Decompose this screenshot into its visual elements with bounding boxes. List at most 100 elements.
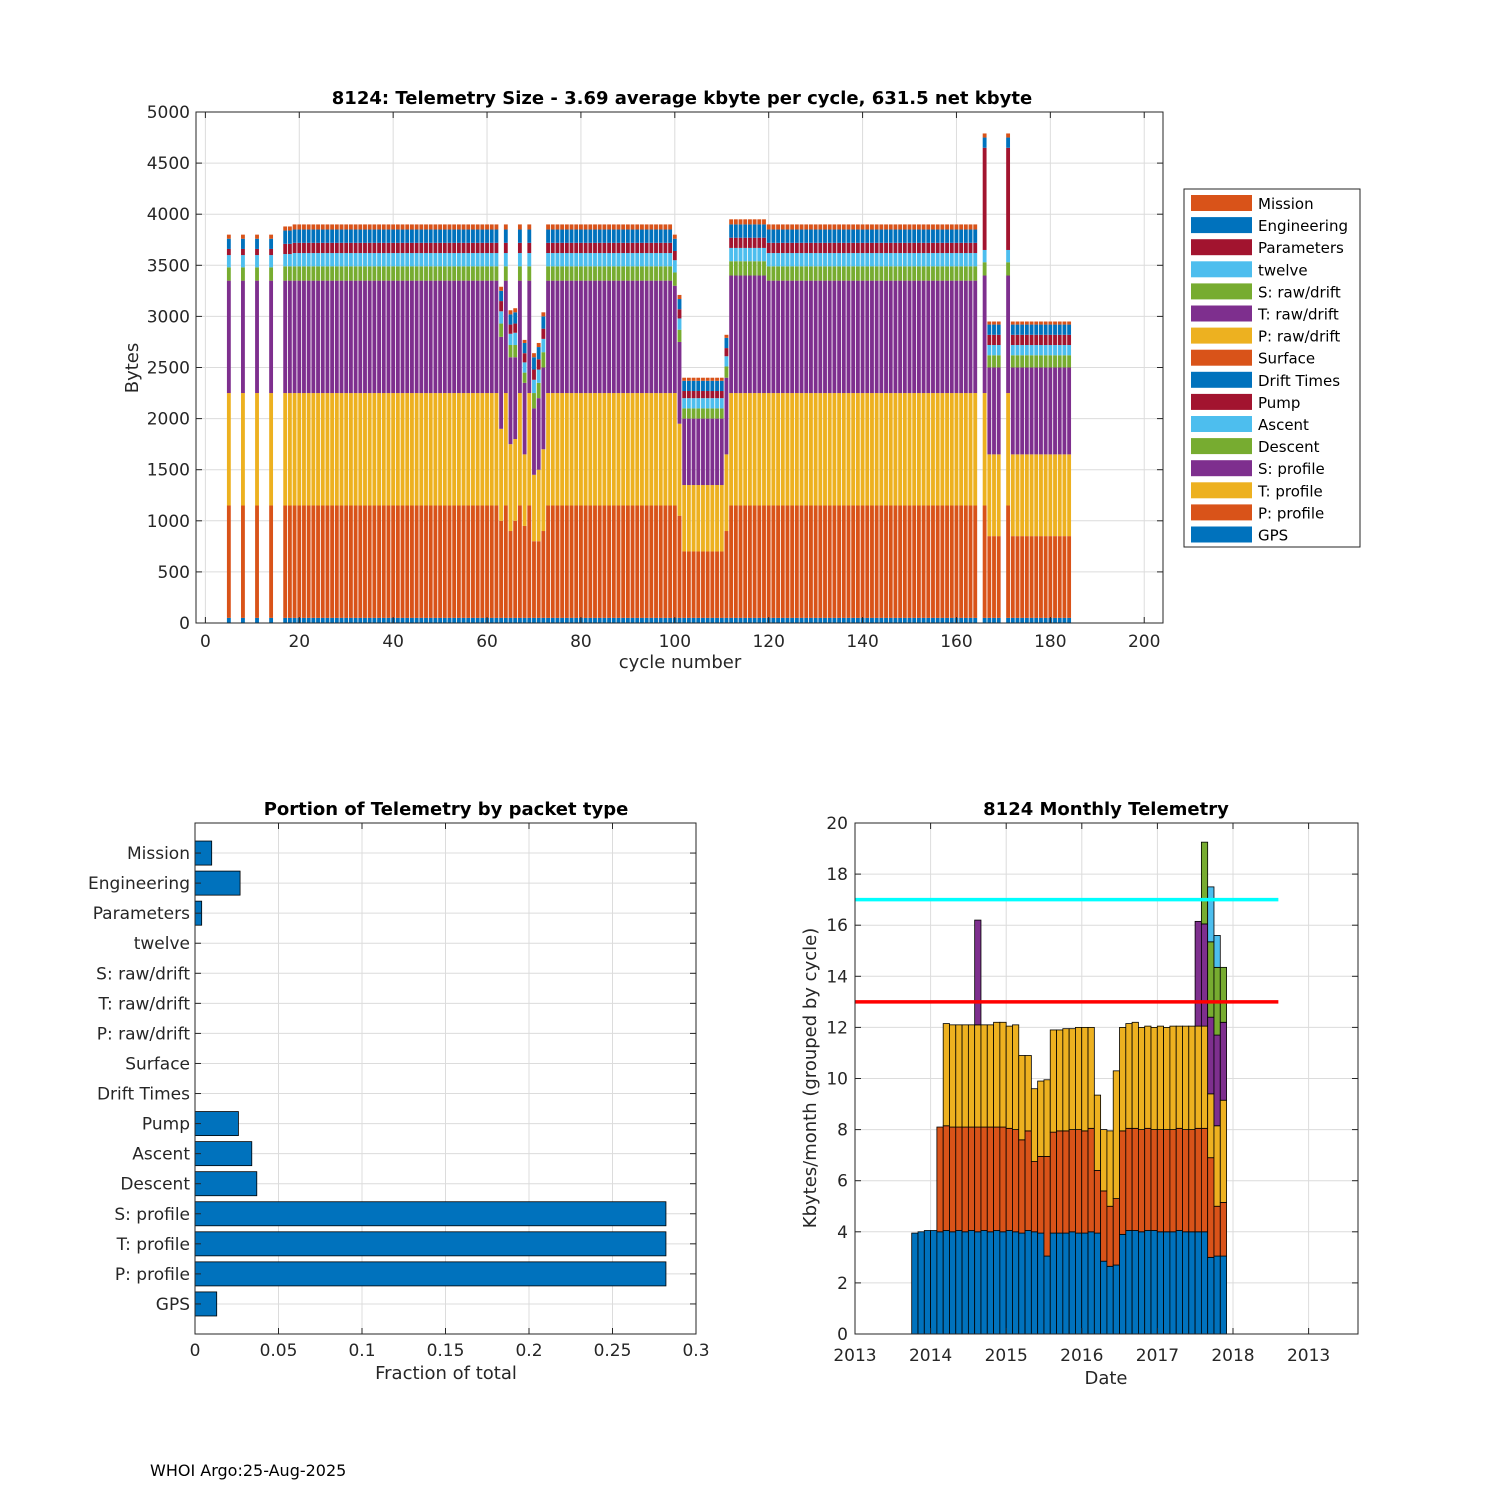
bar-segment [574, 617, 579, 623]
bar-segment [640, 224, 644, 230]
bar-segment [1057, 355, 1062, 368]
bar-segment [682, 617, 687, 623]
bar-segment [527, 242, 532, 254]
legend-swatch [1191, 327, 1252, 344]
bar-segment [654, 280, 658, 394]
bar-segment [649, 393, 654, 506]
bar-segment [1006, 133, 1011, 138]
bar-segment [729, 247, 734, 262]
bar-segment [710, 418, 715, 486]
bar-segment [701, 377, 705, 381]
bar-segment [391, 229, 396, 243]
bar-segment [489, 224, 494, 230]
bar-segment [992, 454, 996, 537]
bar-segment [898, 280, 903, 394]
bar-segment [860, 253, 865, 267]
bar-segment [419, 266, 424, 281]
bar-segment [269, 267, 274, 281]
bar-segment [386, 229, 391, 243]
bar-segment [461, 505, 466, 618]
bar-segment [771, 280, 776, 394]
bar-segment [766, 266, 771, 281]
bar-segment [621, 253, 626, 267]
bar-segment [597, 253, 602, 267]
category-label: P: profile [115, 1265, 190, 1285]
bar-segment [762, 219, 766, 225]
bar-segment [921, 617, 926, 623]
bar-segment [757, 261, 762, 276]
bar-segment [701, 617, 705, 623]
bar-segment [241, 234, 245, 239]
bar-segment [888, 505, 893, 618]
bar-segment [522, 454, 527, 526]
bar-segment [564, 280, 569, 394]
bar-segment [1200, 923, 1209, 1027]
bar-segment [682, 380, 687, 392]
category-label: Descent [120, 1175, 190, 1195]
bar-segment [921, 253, 926, 267]
bar-segment [865, 617, 870, 623]
chart-title: Portion of Telemetry by packet type [264, 799, 629, 820]
bar-segment [649, 266, 654, 281]
bar-segment [996, 321, 1001, 325]
bar-segment [701, 380, 705, 392]
bar-segment [325, 617, 330, 623]
bar-segment [1018, 1232, 1026, 1335]
bar-segment [776, 393, 780, 506]
bar-segment [1062, 1028, 1070, 1132]
bar-segment [564, 505, 569, 618]
bar-segment [1029, 321, 1034, 325]
bar-segment [893, 242, 898, 254]
bar-segment [818, 253, 823, 267]
bar-segment [1010, 345, 1015, 356]
bar-segment [1018, 1055, 1026, 1141]
bar-segment [442, 242, 447, 254]
bar-segment [813, 242, 818, 254]
bar-segment [302, 242, 306, 254]
bar-segment [724, 366, 729, 378]
bar-segment [391, 266, 396, 281]
bar-segment [1010, 617, 1015, 623]
bar-segment [607, 266, 612, 281]
x-tick-label: 0.25 [594, 1341, 632, 1361]
bar-segment [738, 247, 743, 262]
bar-segment [715, 377, 719, 381]
bar-segment [935, 393, 940, 506]
bar-segment [1188, 1231, 1196, 1335]
bar-segment [269, 393, 274, 506]
bar-segment [302, 617, 306, 623]
bar-segment [898, 242, 903, 254]
bar-segment [931, 266, 935, 281]
bar-segment [334, 253, 339, 267]
bar-segment [682, 377, 687, 381]
bar-segment [372, 253, 377, 267]
bar-segment [1119, 1233, 1127, 1335]
bar-segment [893, 224, 898, 230]
bar-segment [987, 345, 992, 356]
bar-segment [344, 253, 349, 267]
x-tick-labels: 0 20 40 60 80 100 120 140 160 180 200 [200, 632, 1160, 652]
bar-segment [879, 229, 884, 243]
bar-segment [884, 505, 888, 618]
bar-segment [1100, 1129, 1108, 1192]
bar-segment [386, 505, 391, 618]
bar-segment [410, 229, 414, 243]
bar-segment [471, 266, 475, 281]
bar-segment [672, 250, 677, 261]
bar-segment [297, 224, 302, 230]
bar-segment [579, 224, 583, 230]
bar-segment [630, 253, 635, 267]
bar-segment [447, 224, 452, 230]
bar-segment [926, 393, 931, 506]
bar-segment [1200, 841, 1209, 925]
bar-segment [255, 248, 259, 256]
bar-segment [851, 242, 856, 254]
bar-segment [940, 229, 945, 243]
bar-segment [672, 505, 677, 618]
bar-segment [738, 275, 743, 394]
bar-segment [818, 617, 823, 623]
bar-segment [654, 229, 658, 243]
bar-segment [287, 230, 292, 244]
bar-segment [1068, 1129, 1076, 1233]
bar-segment [855, 266, 860, 281]
